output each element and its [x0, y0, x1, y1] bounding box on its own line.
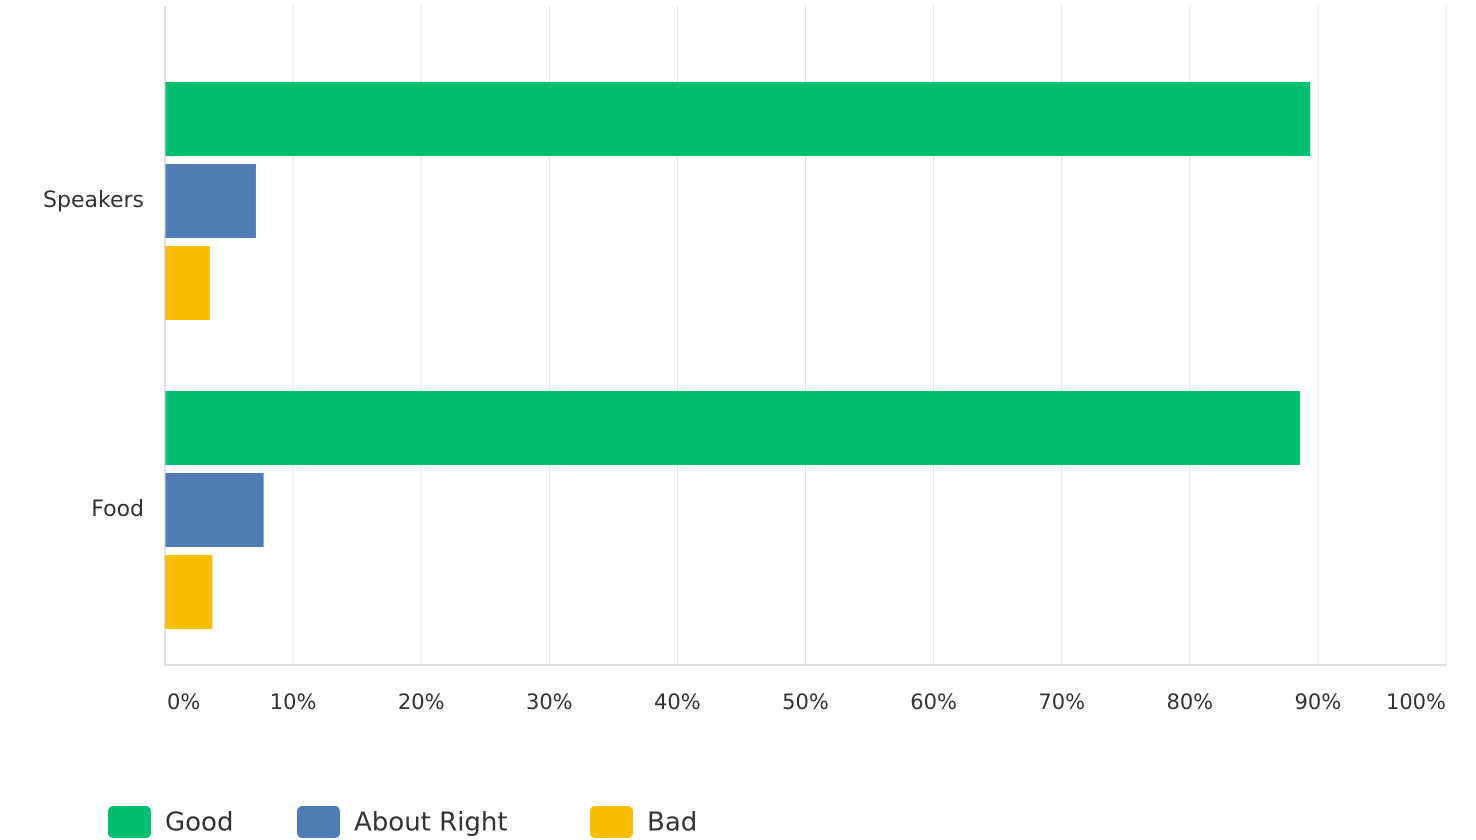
x-tick-label-20: 20% — [398, 690, 445, 714]
legend-swatch-bad — [590, 806, 633, 838]
bar-food-bad — [165, 555, 213, 629]
legend-swatch-about-right — [297, 806, 340, 838]
x-tick-label-40: 40% — [654, 690, 701, 714]
x-tick-label-70: 70% — [1038, 690, 1085, 714]
category-label-speakers: Speakers — [43, 188, 144, 213]
legend-label-good: Good — [165, 808, 233, 838]
legend-label-about-right: About Right — [354, 808, 508, 838]
x-tick-label-10: 10% — [270, 690, 317, 714]
x-tick-label-80: 80% — [1166, 690, 1213, 714]
x-tick-label-90: 90% — [1295, 690, 1342, 714]
legend-label-bad: Bad — [647, 808, 697, 838]
x-tick-label-30: 30% — [526, 690, 573, 714]
category-labels: Speakers Food — [43, 188, 144, 522]
bar-speakers-about-right — [165, 164, 256, 238]
bars — [165, 82, 1311, 629]
legend-swatch-good — [108, 806, 151, 838]
x-tick-label-0: 0% — [167, 690, 200, 714]
bar-speakers-good — [165, 82, 1311, 156]
x-tick-label-50: 50% — [782, 690, 829, 714]
x-tick-label-60: 60% — [910, 690, 957, 714]
legend: Good About Right Bad — [108, 806, 697, 838]
bar-food-good — [165, 391, 1300, 465]
category-label-food: Food — [91, 497, 144, 522]
x-tick-labels: 0% 10% 20% 30% 40% 50% 60% 70% 80% 90% 100% — [167, 690, 1446, 714]
bar-speakers-bad — [165, 246, 210, 320]
x-tick-label-100: 100% — [1386, 690, 1446, 714]
bar-food-about-right — [165, 473, 264, 547]
